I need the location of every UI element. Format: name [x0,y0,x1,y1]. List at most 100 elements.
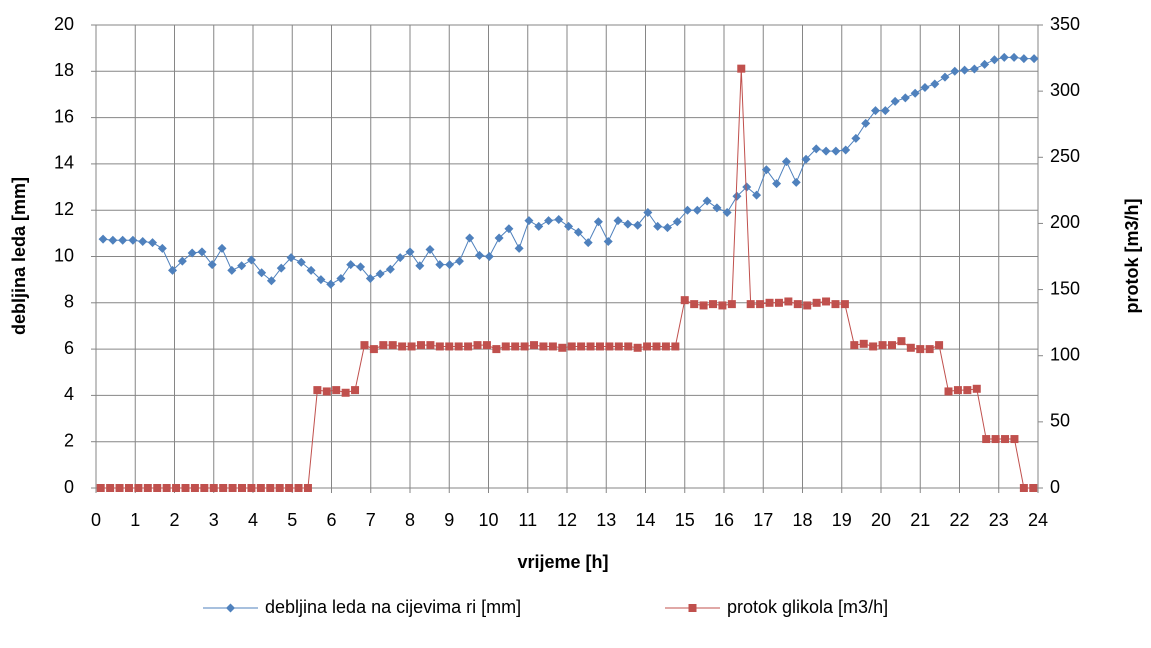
marker [227,265,237,275]
marker [963,386,972,395]
marker [869,342,878,351]
marker [567,342,576,351]
marker [1019,54,1029,64]
y-tick-label: 12 [54,199,74,219]
marker [999,52,1009,62]
marker [784,297,793,306]
x-tick-label: 7 [366,510,376,530]
marker [633,343,642,352]
marker [285,484,294,492]
x-tick-label: 15 [675,510,695,530]
marker [920,83,930,93]
marker [573,227,583,237]
marker [732,191,742,201]
y2-tick-label: 50 [1050,411,1070,431]
y-tick-label: 18 [54,60,74,80]
marker [322,387,331,396]
marker [887,341,896,350]
x-tick-label: 18 [792,510,812,530]
marker [653,221,663,231]
marker [1029,484,1038,492]
marker [614,342,623,351]
marker [583,238,593,248]
marker [405,247,415,257]
marker [718,301,727,310]
y-tick-label: 4 [64,384,74,404]
y-tick-label: 2 [64,430,74,450]
marker [603,236,613,246]
marker [351,386,360,395]
marker [712,203,722,213]
marker [633,220,643,230]
marker [197,247,207,257]
x-tick-label: 23 [989,510,1009,530]
marker [871,106,881,116]
marker [727,300,736,309]
marker [1019,484,1028,492]
marker [275,484,284,492]
marker [746,300,755,309]
marker [106,484,115,492]
marker [688,604,697,612]
marker [801,154,811,164]
x-tick-label: 3 [209,510,219,530]
marker [661,342,670,351]
marker [226,603,235,613]
marker [554,214,564,224]
x-tick-label: 9 [444,510,454,530]
x-tick-label: 21 [910,510,930,530]
marker [861,118,871,128]
marker [360,341,369,350]
marker [950,66,960,76]
y-tick-label: 16 [54,106,74,126]
marker [1001,435,1010,444]
marker [514,243,524,253]
marker [781,157,791,167]
marker [454,342,463,351]
marker [474,250,484,260]
marker [138,236,148,246]
marker [699,301,708,310]
y-tick-label: 20 [54,14,74,34]
y2-tick-label: 150 [1050,278,1080,298]
y2-tick-label: 0 [1050,477,1060,497]
marker [108,235,118,245]
marker [426,341,435,350]
marker [157,243,167,253]
marker [774,298,783,307]
marker [219,484,228,492]
marker [791,177,801,187]
marker [425,245,435,255]
marker [148,238,158,248]
marker [435,342,444,351]
marker [960,65,970,75]
marker [266,276,276,286]
x-tick-label: 11 [518,510,537,530]
marker [935,341,944,350]
marker [365,273,375,283]
marker [539,342,548,351]
marker [822,297,831,306]
marker [524,216,534,226]
marker [445,260,455,270]
x-tick-label: 0 [91,510,101,530]
x-tick-label: 6 [326,510,336,530]
x-tick-label: 17 [753,510,773,530]
x-tick-label: 24 [1028,510,1048,530]
marker [143,484,152,492]
marker [238,484,247,492]
marker [375,269,385,279]
marker [722,208,732,218]
x-tick-label: 13 [596,510,616,530]
marker [586,342,595,351]
marker [504,224,514,234]
marker [793,300,802,309]
legend-label: protok glikola [m3/h] [727,597,888,617]
marker [972,384,981,393]
x-tick-label: 16 [714,510,734,530]
marker [558,343,567,352]
marker [613,216,623,226]
legend-label: debljina leda na cijevima ri [mm] [265,597,521,617]
